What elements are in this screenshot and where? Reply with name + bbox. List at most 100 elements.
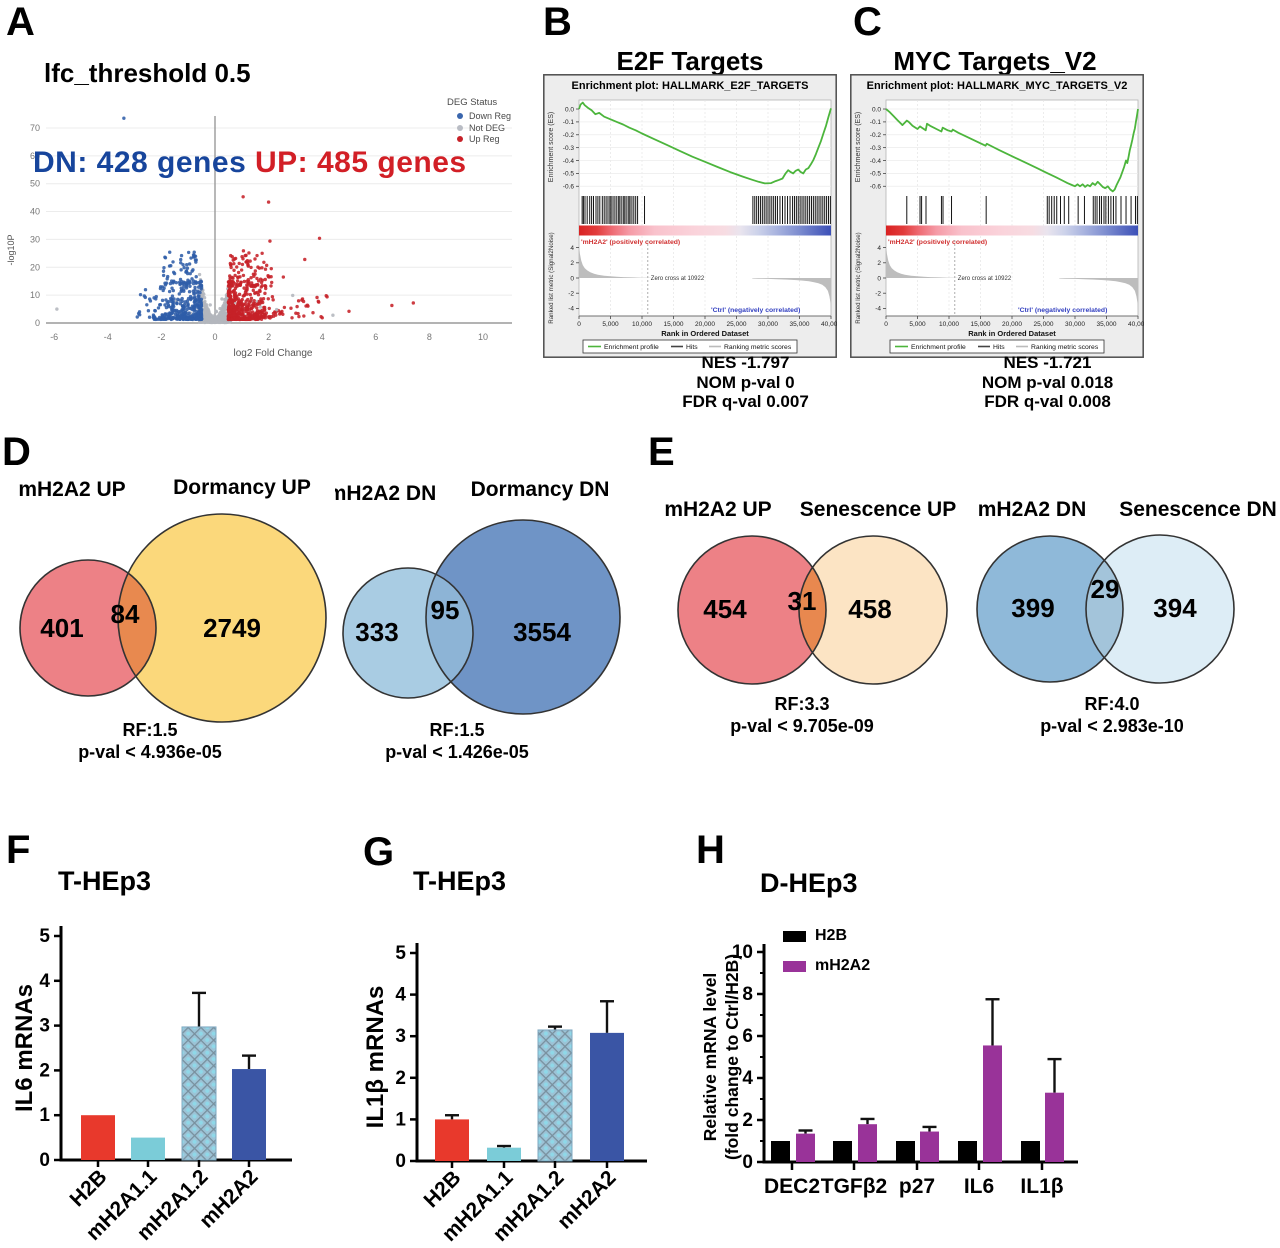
- svg-text:'mH2A2' (positively correlated: 'mH2A2' (positively correlated): [888, 239, 987, 246]
- svg-text:6: 6: [742, 1026, 753, 1047]
- svg-text:TGFβ2: TGFβ2: [821, 1175, 888, 1198]
- svg-text:458: 458: [848, 594, 891, 624]
- svg-text:10: 10: [478, 332, 488, 342]
- svg-text:IL6: IL6: [964, 1175, 994, 1198]
- svg-text:IL1β mRNAs: IL1β mRNAs: [362, 986, 389, 1129]
- svg-text:Ranked list metric (Signal2Noi: Ranked list metric (Signal2Noise): [548, 232, 555, 323]
- venn-senescence-dn: mH2A2 DN Senescence DN 399 29 394 RF:4.0p-val…: [976, 498, 1277, 736]
- e2f-nes: NES -1.797: [701, 353, 790, 372]
- svg-text:p-val < 1.426e-05: p-val < 1.426e-05: [385, 742, 529, 762]
- svg-text:RF:4.0: RF:4.0: [1084, 694, 1139, 714]
- svg-text:0: 0: [877, 275, 881, 282]
- panel-g-letter: G: [363, 830, 395, 874]
- svg-text:10: 10: [732, 942, 753, 963]
- h2b-legend-label: H2B: [815, 927, 848, 944]
- svg-text:p-val < 4.936e-05: p-val < 4.936e-05: [78, 742, 222, 762]
- svg-text:Rank in Ordered Dataset: Rank in Ordered Dataset: [968, 329, 1056, 338]
- svg-text:4: 4: [570, 245, 574, 252]
- svg-text:Hits: Hits: [993, 344, 1005, 351]
- gsea-e2f-stats: NES -1.797 NOM p-val 0 FDR q-val 0.007: [598, 353, 893, 412]
- svg-text:0.0: 0.0: [565, 106, 574, 113]
- venn-dormancy-up: mH2A2 UP Dormancy UP 401 84 2749 RF:1.5p-val …: [18, 476, 327, 762]
- il1b-chart-title: T-HEp3: [413, 866, 507, 896]
- svg-text:2: 2: [266, 332, 271, 342]
- panel-c-letter: C: [853, 0, 882, 44]
- svg-text:Ranking metric scores: Ranking metric scores: [1031, 344, 1099, 351]
- svg-text:10: 10: [30, 290, 40, 300]
- svg-text:RF:1.5: RF:1.5: [429, 720, 484, 740]
- svg-text:-0.3: -0.3: [563, 145, 575, 152]
- svg-text:0: 0: [577, 321, 581, 328]
- svg-text:4: 4: [39, 971, 50, 992]
- svg-text:40,000: 40,000: [821, 321, 837, 328]
- svg-text:Senescence DN: Senescence DN: [1119, 498, 1277, 521]
- legend-item-up-reg: Up Reg: [447, 134, 511, 144]
- svg-text:Enrichment profile: Enrichment profile: [911, 344, 966, 351]
- dhep3-grouped-bar-chart: 0 2 4 6 8 10 DEC2 TGFβ2 p27 IL6 IL1β Relative mRNA …: [700, 942, 1078, 1198]
- svg-text:30,000: 30,000: [1065, 321, 1085, 328]
- svg-text:(fold change to Ctrl/H2B): (fold change to Ctrl/H2B): [722, 954, 742, 1160]
- svg-text:Zero cross at 10922: Zero cross at 10922: [651, 276, 705, 282]
- svg-text:35,000: 35,000: [790, 321, 810, 328]
- svg-text:Enrichment score (ES): Enrichment score (ES): [548, 112, 555, 182]
- svg-text:29: 29: [1091, 574, 1120, 604]
- svg-text:10,000: 10,000: [939, 321, 959, 328]
- svg-text:p-val < 9.705e-09: p-val < 9.705e-09: [730, 716, 874, 736]
- svg-text:2: 2: [395, 1068, 406, 1089]
- svg-text:-4: -4: [104, 332, 112, 342]
- svg-text:35,000: 35,000: [1097, 321, 1117, 328]
- e2f-fdr-qval: FDR q-val 0.007: [682, 392, 809, 411]
- panel-h-letter: H: [696, 828, 725, 872]
- svg-text:-4: -4: [875, 306, 881, 313]
- svg-text:Enrichment score (ES): Enrichment score (ES): [855, 112, 862, 182]
- svg-text:Ranked list metric (Signal2Noi: Ranked list metric (Signal2Noise): [855, 232, 862, 323]
- svg-text:0: 0: [742, 1152, 753, 1173]
- svg-text:-2: -2: [568, 291, 574, 298]
- svg-text:60: 60: [30, 151, 40, 161]
- svg-text:Dormancy UP: Dormancy UP: [173, 476, 311, 499]
- svg-text:20: 20: [30, 262, 40, 272]
- svg-text:399: 399: [1011, 593, 1054, 623]
- svg-text:Enrichment profile: Enrichment profile: [604, 344, 659, 351]
- svg-text:mH2A2 UP: mH2A2 UP: [18, 478, 125, 501]
- svg-text:0: 0: [212, 332, 217, 342]
- svg-text:-0.1: -0.1: [563, 119, 575, 126]
- svg-text:Enrichment plot: HALLMARK_E2F_: Enrichment plot: HALLMARK_E2F_TARGETS: [572, 80, 809, 92]
- svg-text:log2 Fold Change: log2 Fold Change: [234, 348, 313, 359]
- svg-text:25,000: 25,000: [1034, 321, 1054, 328]
- svg-text:mH2A2: mH2A2: [553, 1166, 620, 1233]
- svg-text:Hits: Hits: [686, 344, 698, 351]
- svg-text:5: 5: [39, 926, 50, 947]
- svg-text:401: 401: [40, 613, 83, 643]
- panel-d-letter: D: [2, 430, 31, 474]
- svg-text:84: 84: [111, 599, 140, 629]
- svg-text:mH2A2 DN: mH2A2 DN: [978, 498, 1087, 521]
- svg-text:0: 0: [395, 1151, 406, 1172]
- legend-item-mh2a2: mH2A2: [783, 957, 870, 975]
- svg-text:'Ctrl' (negatively correlated): 'Ctrl' (negatively correlated): [711, 307, 800, 314]
- not-deg-label: Not DEG: [469, 122, 506, 133]
- volcano-title: lfc_threshold 0.5: [44, 58, 251, 88]
- svg-text:31: 31: [788, 586, 817, 616]
- svg-text:-0.3: -0.3: [870, 145, 882, 152]
- venn-senescence-up: mH2A2 UP Senescence UP 454 31 458 RF:3.3p-val…: [664, 498, 956, 736]
- svg-text:30: 30: [30, 234, 40, 244]
- svg-text:3554: 3554: [513, 617, 571, 647]
- down-reg-label: Down Reg: [469, 111, 512, 121]
- svg-text:0: 0: [570, 275, 574, 282]
- panel-b-letter: B: [543, 0, 572, 44]
- svg-text:IL1β: IL1β: [1020, 1175, 1063, 1198]
- dhep3-chart-title: D-HEp3: [760, 868, 858, 898]
- up-reg-dot-icon: [457, 136, 463, 142]
- svg-text:Rank in Ordered Dataset: Rank in Ordered Dataset: [661, 329, 749, 338]
- svg-text:0: 0: [884, 321, 888, 328]
- svg-text:-2: -2: [875, 291, 881, 298]
- gsea-plot-e2f: Enrichment plot: HALLMARK_E2F_TARGETS 0.0…: [543, 74, 837, 358]
- svg-text:4: 4: [877, 245, 881, 252]
- svg-text:40: 40: [30, 207, 40, 217]
- svg-text:IL6 mRNAs: IL6 mRNAs: [11, 984, 38, 1112]
- svg-text:p-val < 2.983e-10: p-val < 2.983e-10: [1040, 716, 1184, 736]
- legend-item-h2b: H2B: [783, 927, 870, 945]
